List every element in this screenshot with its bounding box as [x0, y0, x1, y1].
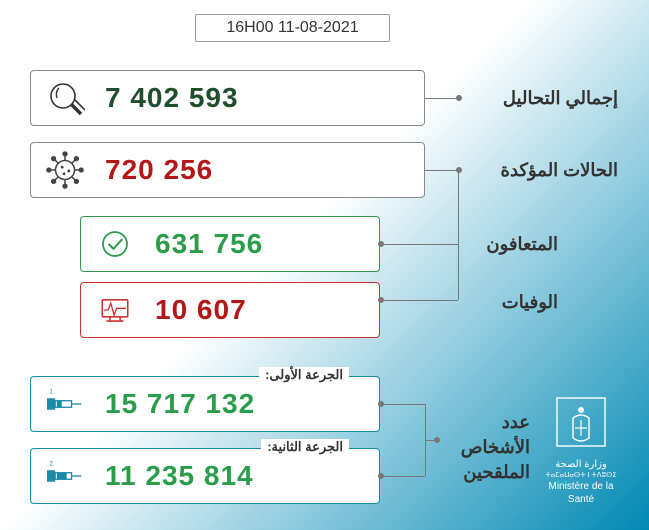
connector: [425, 98, 459, 99]
deaths-label: الوفيات: [468, 292, 558, 313]
connector: [380, 476, 425, 477]
recovered-box: 631 756: [80, 216, 380, 272]
virus-icon: [41, 151, 89, 189]
dose2-value: 11 235 814: [105, 460, 254, 492]
connector: [458, 170, 459, 300]
svg-text:1: 1: [49, 389, 53, 395]
tests-icon: [41, 78, 89, 118]
connector: [380, 404, 425, 405]
connector-dot: [378, 297, 384, 303]
tests-box: 7 402 593: [30, 70, 425, 126]
timestamp: 16H00 11-08-2021: [195, 14, 390, 42]
vaccination-heading: عدد الأشخاص الملقحين: [440, 410, 530, 486]
connector: [380, 244, 458, 245]
connector-dot: [456, 95, 462, 101]
dose1-badge: الجرعة الأولى:: [259, 367, 349, 383]
syringe-icon: 2: [41, 461, 89, 491]
connector-dot: [456, 167, 462, 173]
confirmed-label: الحالات المؤكدة: [468, 160, 618, 181]
recovered-label: المتعافون: [468, 234, 558, 255]
connector-dot: [378, 241, 384, 247]
dose1-value: 15 717 132: [105, 388, 255, 420]
ministry-line2: ⵜⴰⵎⴰⵡⴰⵙⵜ ⵏ ⵜⴷⵓⵙⵉ: [537, 471, 625, 480]
tests-value: 7 402 593: [105, 82, 239, 114]
confirmed-value: 720 256: [105, 154, 213, 186]
check-icon: [91, 228, 139, 260]
ministry-logo: وزارة الصحة ⵜⴰⵎⴰⵡⴰⵙⵜ ⵏ ⵜⴷⵓⵙⵉ Ministère d…: [537, 392, 625, 506]
connector: [380, 300, 458, 301]
tests-label: إجمالي التحاليل: [468, 88, 618, 109]
dose2-box: الجرعة الثانية: 2 11 235 814: [30, 448, 380, 504]
recovered-value: 631 756: [155, 228, 263, 260]
connector: [425, 170, 459, 171]
deaths-value: 10 607: [155, 294, 247, 326]
logo-icon: [551, 392, 611, 452]
ministry-line1: وزارة الصحة: [537, 458, 625, 471]
monitor-icon: [91, 293, 139, 327]
connector-dot: [378, 401, 384, 407]
deaths-box: 10 607: [80, 282, 380, 338]
ministry-line3: Ministère de la Santé: [537, 480, 625, 506]
connector-dot: [378, 473, 384, 479]
dose1-box: الجرعة الأولى: 1 15 717 132: [30, 376, 380, 432]
confirmed-box: 720 256: [30, 142, 425, 198]
syringe-icon: 1: [41, 389, 89, 419]
svg-text:2: 2: [49, 461, 53, 467]
dose2-badge: الجرعة الثانية:: [261, 439, 349, 455]
